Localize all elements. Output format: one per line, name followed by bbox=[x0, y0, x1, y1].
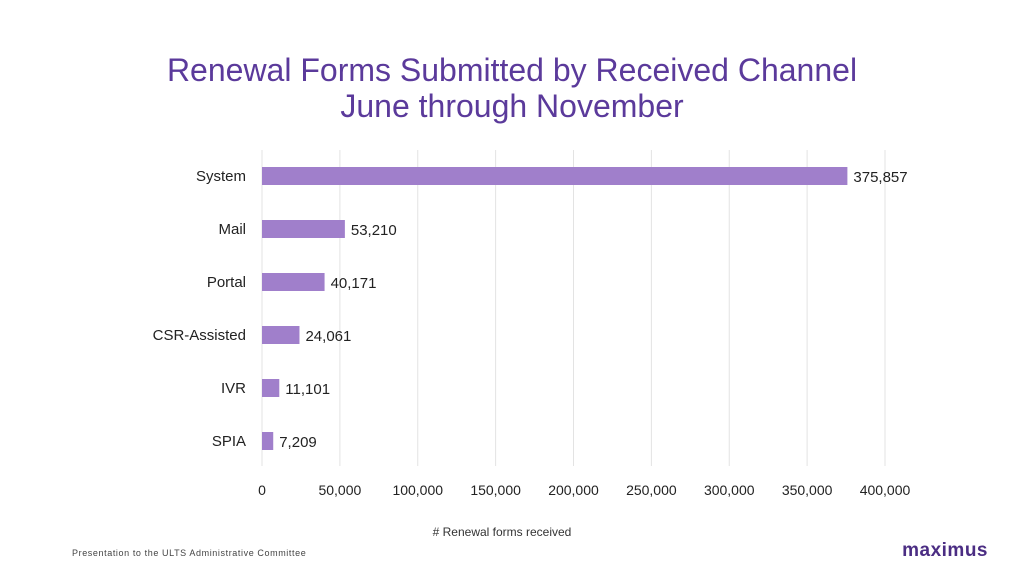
x-axis-title: # Renewal forms received bbox=[433, 525, 572, 539]
footer-caption: Presentation to the ULTS Administrative … bbox=[72, 548, 307, 558]
labels: 0 50,000 100,000 150,000 200,000 250,000 300,0… bbox=[153, 168, 911, 498]
value-label: 53,210 bbox=[351, 222, 397, 239]
category-label: IVR bbox=[221, 380, 246, 397]
x-tick-label: 100,000 bbox=[392, 482, 443, 498]
category-label: SPIA bbox=[212, 433, 246, 450]
x-tick-label: 50,000 bbox=[318, 482, 361, 498]
bar-ivr bbox=[262, 379, 280, 397]
bar-system bbox=[262, 167, 848, 185]
category-label: Mail bbox=[218, 221, 246, 238]
x-tick-label: 0 bbox=[258, 482, 266, 498]
x-tick-label: 350,000 bbox=[782, 482, 833, 498]
maximus-logo: maximus bbox=[902, 540, 988, 561]
chart-subtitle: June through November bbox=[340, 88, 684, 124]
bar-spia bbox=[262, 432, 274, 450]
x-tick-label: 400,000 bbox=[860, 482, 911, 498]
category-label: System bbox=[196, 168, 246, 185]
value-label: 375,857 bbox=[853, 169, 907, 186]
value-label: 7,209 bbox=[279, 434, 317, 451]
bar-csr-assisted bbox=[262, 326, 300, 344]
chart-title-block: Renewal Forms Submitted by Received Chan… bbox=[0, 52, 1024, 124]
bars bbox=[262, 167, 848, 450]
x-tick-label: 250,000 bbox=[626, 482, 677, 498]
value-label: 11,101 bbox=[285, 381, 330, 398]
value-label: 40,171 bbox=[331, 275, 377, 292]
x-tick-label: 200,000 bbox=[548, 482, 599, 498]
category-label: CSR-Assisted bbox=[153, 327, 246, 344]
bar-mail bbox=[262, 220, 345, 238]
value-label: 24,061 bbox=[305, 328, 351, 345]
bar-portal bbox=[262, 273, 325, 291]
x-tick-label: 300,000 bbox=[704, 482, 755, 498]
x-tick-label: 150,000 bbox=[470, 482, 521, 498]
gridlines bbox=[261, 150, 886, 466]
chart-title: Renewal Forms Submitted by Received Chan… bbox=[166, 52, 858, 88]
category-label: Portal bbox=[207, 274, 246, 291]
